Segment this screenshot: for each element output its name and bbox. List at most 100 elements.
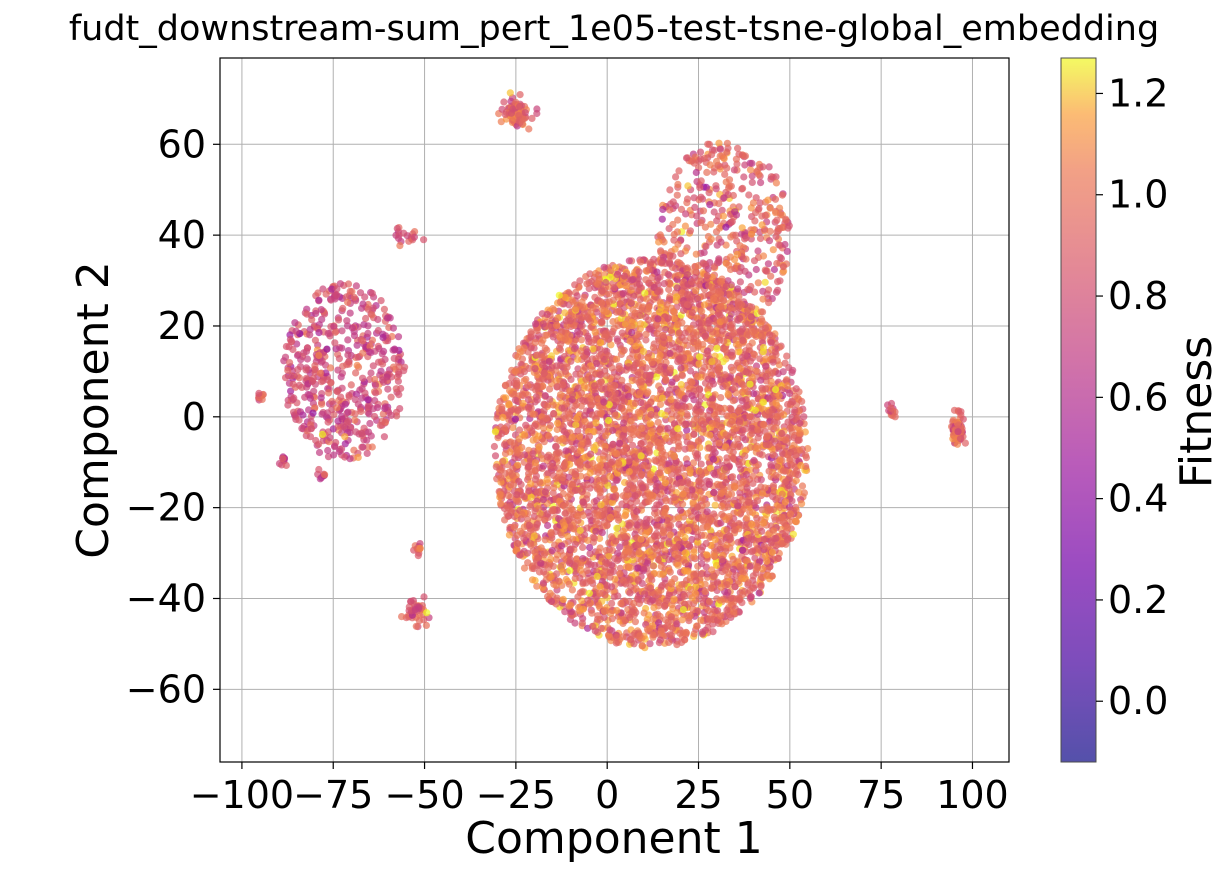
- scatter-point: [620, 448, 628, 456]
- scatter-point: [611, 485, 619, 493]
- scatter-point: [615, 365, 623, 373]
- scatter-point: [649, 551, 657, 559]
- scatter-point: [792, 517, 800, 525]
- scatter-point: [624, 382, 632, 390]
- scatter-point: [749, 508, 757, 517]
- scatter-point: [642, 522, 650, 530]
- scatter-point: [653, 514, 661, 523]
- scatter-point: [588, 338, 596, 347]
- scatter-point: [754, 563, 762, 571]
- scatter-point: [738, 496, 746, 504]
- scatter-point: [549, 507, 557, 515]
- scatter-point: [800, 413, 808, 421]
- scatter-point: [654, 418, 662, 426]
- scatter-point: [798, 500, 806, 508]
- scatter-point: [735, 461, 743, 469]
- scatter-point: [743, 484, 751, 492]
- scatter-point: [704, 522, 712, 531]
- scatter-point: [520, 564, 529, 572]
- scatter-point: [675, 515, 683, 523]
- scatter-point: [792, 385, 800, 393]
- scatter-point: [558, 404, 566, 412]
- scatter-point: [625, 257, 633, 265]
- scatter-point: [773, 462, 781, 470]
- scatter-point: [738, 380, 746, 388]
- scatter-point: [571, 468, 580, 476]
- scatter-point: [769, 358, 777, 366]
- scatter-point: [706, 325, 714, 333]
- scatter-point: [741, 447, 750, 455]
- scatter-point: [722, 479, 730, 487]
- scatter-point: [665, 285, 673, 294]
- scatter-point: [670, 595, 678, 603]
- scatter-point: [778, 513, 787, 522]
- scatter-point: [673, 543, 681, 551]
- scatter-point: [729, 555, 737, 563]
- scatter-point: [520, 368, 529, 376]
- scatter-point: [675, 329, 683, 337]
- scatter-point: [540, 407, 548, 415]
- scatter-point: [598, 287, 606, 295]
- scatter-point: [746, 562, 754, 571]
- scatter-point: [739, 336, 747, 344]
- scatter-point: [622, 282, 631, 290]
- scatter-point: [657, 303, 665, 311]
- scatter-point: [592, 527, 600, 535]
- scatter-point: [723, 606, 731, 614]
- scatter-point: [696, 386, 704, 394]
- scatter-point: [698, 560, 706, 568]
- scatter-point: [608, 364, 616, 372]
- scatter-point: [721, 346, 730, 354]
- scatter-point: [614, 321, 622, 330]
- scatter-point: [605, 298, 613, 306]
- scatter-point: [739, 546, 747, 554]
- scatter-point: [544, 592, 552, 601]
- scatter-point: [520, 430, 529, 438]
- scatter-point: [634, 595, 643, 603]
- scatter-point: [539, 462, 548, 470]
- scatter-point: [771, 437, 779, 445]
- scatter-point: [630, 640, 638, 648]
- scatter-point: [640, 347, 648, 356]
- scatter-point: [700, 363, 709, 372]
- scatter-point: [574, 512, 582, 520]
- scatter-point: [760, 535, 769, 543]
- scatter-point: [683, 426, 691, 434]
- scatter-point: [538, 339, 546, 347]
- scatter-point: [621, 512, 629, 520]
- scatter-point: [762, 373, 770, 381]
- scatter-point: [688, 378, 696, 387]
- scatter-point: [768, 548, 776, 556]
- scatter-point: [510, 439, 519, 447]
- scatter-point: [662, 369, 670, 377]
- scatter-point: [576, 277, 584, 285]
- scatter-point: [637, 452, 645, 460]
- scatter-point: [633, 507, 641, 515]
- scatter-point: [598, 318, 606, 326]
- scatter-point: [741, 351, 749, 359]
- scatter-point: [546, 385, 554, 393]
- scatter-point: [617, 599, 625, 608]
- scatter-point: [670, 308, 678, 316]
- scatter-point: [635, 280, 644, 288]
- scatter-point: [664, 270, 672, 278]
- scatter-point: [679, 478, 687, 486]
- scatter-point: [520, 344, 528, 352]
- scatter-point: [593, 464, 602, 472]
- scatter-point: [588, 609, 596, 617]
- scatter-point: [641, 590, 649, 598]
- scatter-point: [765, 467, 773, 475]
- scatter-point: [581, 412, 589, 420]
- scatter-point: [736, 562, 744, 571]
- scatter-point: [732, 336, 740, 344]
- scatter-point: [557, 391, 565, 399]
- scatter-point: [561, 503, 569, 511]
- scatter-point: [778, 429, 786, 438]
- scatter-point: [591, 328, 599, 336]
- scatter-point: [546, 462, 554, 470]
- scatter-point: [657, 409, 666, 418]
- scatter-point: [613, 606, 621, 615]
- scatter-point: [527, 541, 535, 549]
- scatter-point: [761, 385, 770, 393]
